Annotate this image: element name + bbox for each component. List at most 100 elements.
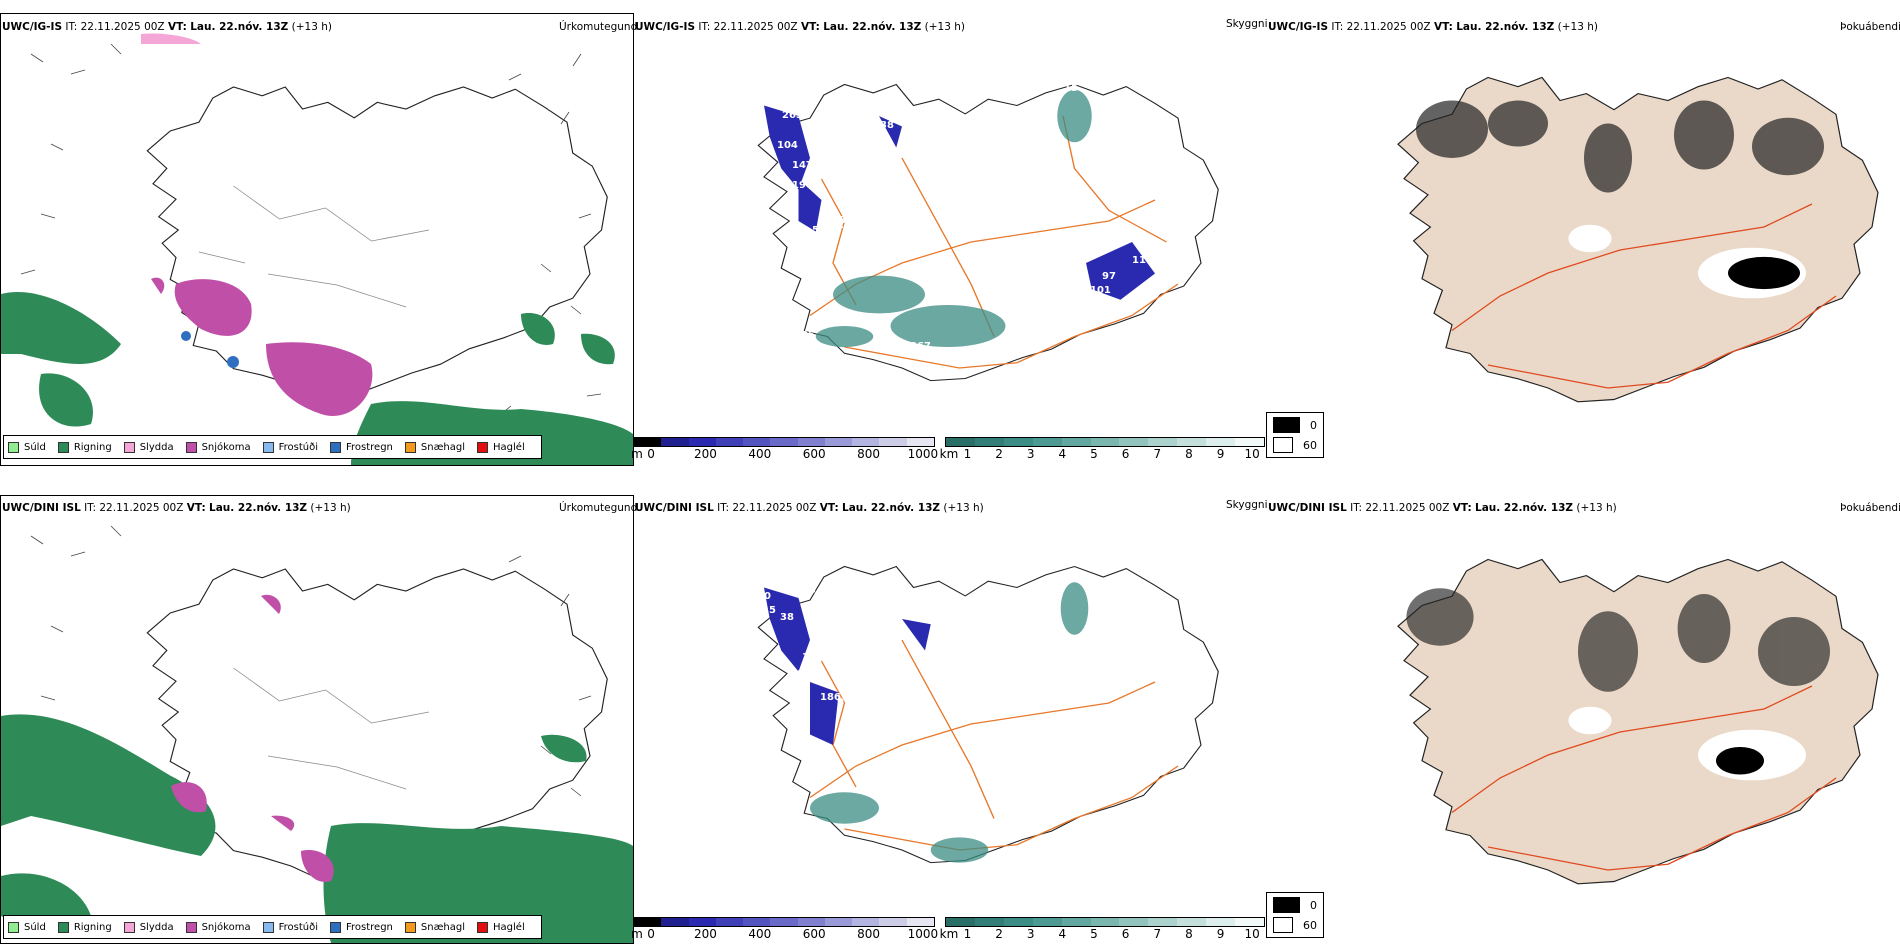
radar-value-label: 104 [797,669,818,680]
legend-item-súld: Súld [8,921,46,933]
colorbar-unit: m [631,927,643,941]
colorbar-tick: 6 [1121,447,1130,461]
colorbar-cell [743,438,771,446]
legend-swatch [8,441,19,453]
radar-value-label: 523 [934,353,955,364]
colorbar-tick: 2 [995,927,1003,941]
colorbar-tick: 200 [694,447,717,461]
radar-value-label: 31 [742,135,756,146]
cloudbase-visibility-map: 102 93 10 15 153 38 167 186 97 109 104 102 50 608 99 [632,495,1268,942]
colorbar-cell [1177,438,1207,446]
colorbar-tick: 4 [1058,927,1067,941]
precip-map-canvas [1,525,633,943]
colorbar-cell [1119,918,1149,926]
legend-label: Snjókoma [201,441,251,453]
header-fog-row0: UWC/IG-IS IT: 22.11.2025 00Z VT: Lau. 22… [1268,21,1598,33]
radar-value-label: 15 [1064,83,1078,94]
legend-label: Súld [24,441,46,453]
fog-legend-item: 60 [1273,437,1317,453]
colorbar-tick: 1000 [907,927,939,941]
colorbar-tick: 0 [647,447,655,461]
radar-value-label: 196 [792,180,813,191]
colorbar-tick: 6 [1121,927,1130,941]
colorbar-cell [715,918,744,926]
colorbar-cell [1090,438,1120,446]
colorbar-cell [770,918,798,926]
legend-item-frostregn: Frostregn [330,921,393,933]
legend-label: Haglél [493,441,525,453]
legend-swatch [185,441,197,453]
visibility-colorbar-ticks: km 1 2 3 4 5 6 7 8 9 10 [940,447,1265,461]
colorbar-tick: 8 [1185,927,1193,941]
radar-value-label: 88 [832,215,846,226]
fog-legend-label: 60 [1303,438,1317,452]
colorbar-cell [1032,438,1062,446]
radar-value-label: 147 [792,160,813,171]
colorbar-cell [1061,438,1091,446]
radar-value-label: 167 [802,652,823,663]
legend-label: Snæhagl [420,441,466,453]
legend-item-frostúði: Frostúði [262,441,318,453]
radar-value-label: 23 [1077,280,1091,291]
legend-swatch [262,441,274,453]
colorbar-cell [906,438,934,446]
iceland-outline [146,86,608,398]
legend-label: Frostúði [278,921,318,933]
colorbar-cell [1119,438,1149,446]
legend-label: Slydda [139,921,174,933]
colorbar-cell [824,438,853,446]
colorbar-cell [770,438,798,446]
radar-value-label: 50 [1040,752,1054,763]
header-cloud-row1: UWC/DINI ISL IT: 22.11.2025 00Z VT: Lau.… [635,502,984,514]
header-precip-row1: UWC/DINI ISL IT: 22.11.2025 00Z VT: Lau.… [2,502,351,514]
colorbar-cell [1206,918,1236,926]
radar-value-label: 93 [802,585,816,596]
header-precip-row0: UWC/IG-IS IT: 22.11.2025 00Z VT: Lau. 22… [2,21,332,33]
colorbar-tick: 10 [1244,927,1260,941]
colorbar-cell [879,438,907,446]
fog-legend-item: 0 [1273,417,1317,433]
title-cloud-row1: Skyggni [1226,499,1268,511]
radar-value-label: 127 [770,343,791,354]
legend-item-snjókoma: Snjókoma [185,441,251,453]
legend-swatch [404,921,416,933]
radar-value-label: 367 [910,341,931,352]
fog-legend-item: 60 [1273,917,1317,933]
colorbar-tick: 8 [1185,447,1193,461]
precip-type-map: Súld Rigning Slydda Snjókoma Frostúði Frostre… [0,495,634,944]
colorbar-cell [1032,918,1062,926]
radar-value-label: 29 [837,220,851,231]
fog-index-map [1268,13,1900,464]
colorbar-cell [1177,918,1207,926]
legend-item-snæhagl: Snæhagl [404,441,466,453]
title-fog-row0: Þokuábendi [1840,21,1900,33]
radar-value-label: 102 [1082,772,1103,783]
legend-label: Frostregn [346,441,393,453]
colorbar-cell [1235,438,1264,446]
legend-swatch [8,921,19,933]
radar-value-label: 117 [1132,255,1153,266]
legend-swatch [57,921,69,933]
legend-label: Súld [24,921,46,933]
fog-legend: 0 60 [1266,412,1324,458]
legend-item-frostregn: Frostregn [330,441,393,453]
fog-map-canvas [1397,76,1879,403]
colorbar-cell [1235,918,1264,926]
fog-legend-label: 60 [1303,918,1317,932]
colorbar-cell [1148,438,1178,446]
legend-item-rigning: Rigning [57,441,112,453]
colorbar-tick: 3 [1026,447,1035,461]
radar-value-label: 608 [787,822,808,833]
precip-legend: Súld Rigning Slydda Snjókoma Frostúði Frostre… [3,915,542,939]
colorbar-tick: 10 [1244,447,1260,461]
visibility-colorbar: km 1 2 3 4 5 6 7 8 9 10 [940,917,1265,941]
colorbar-unit: km [939,447,959,461]
legend-item-slydda: Slydda [123,921,174,933]
legend-label: Snjókoma [201,921,251,933]
colorbar-cell [824,918,853,926]
colorbar-cell [743,918,771,926]
radar-value-label: 21 [747,133,761,144]
legend-swatch [57,441,69,453]
